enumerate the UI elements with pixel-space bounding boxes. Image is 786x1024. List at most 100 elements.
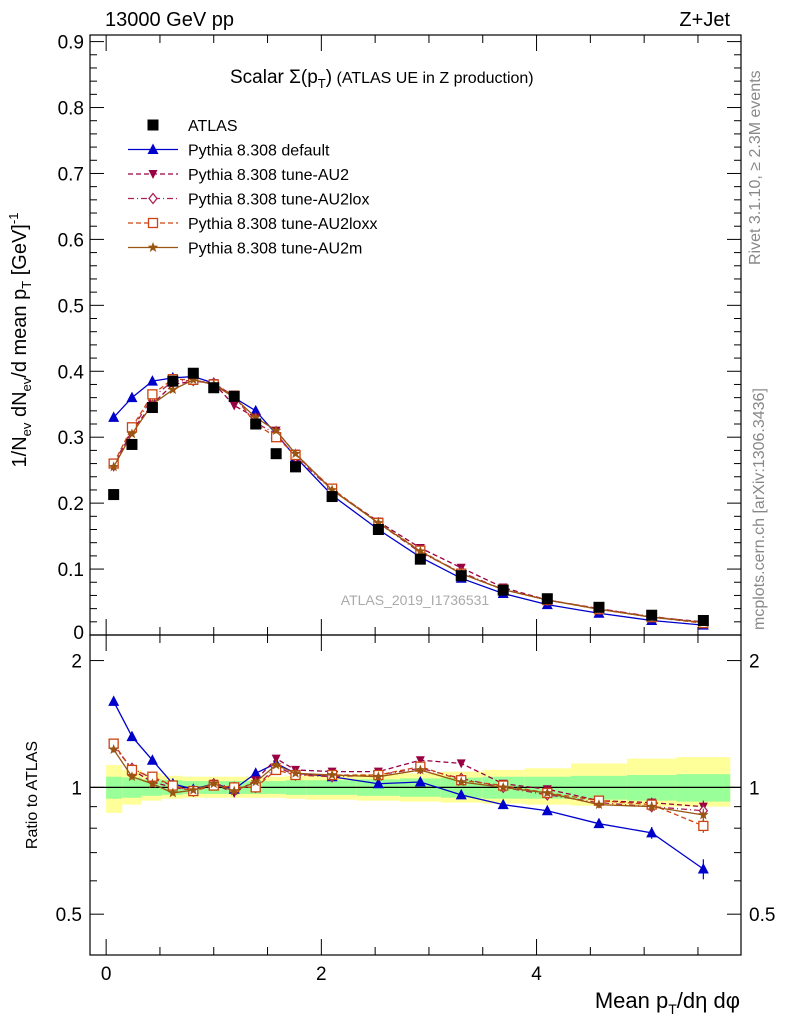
main-title: Scalar Σ(pT) (ATLAS UE in Z production)	[230, 67, 534, 91]
ratio-point-s2-13	[415, 756, 425, 766]
main-point-s1-8	[250, 404, 262, 416]
data-point-10	[290, 461, 302, 473]
mcplots-label: mcplots.cern.ch [arXiv:1306.3436]	[751, 388, 768, 630]
analysis-watermark: ATLAS_2019_I1736531	[341, 592, 490, 608]
xtick-label: 0	[101, 964, 112, 985]
ratio-point-s5-8	[250, 776, 261, 787]
data-point-4	[167, 375, 179, 387]
data-point-14	[455, 570, 467, 582]
legend-entry-2: Pythia 8.308 default	[128, 143, 330, 160]
legend-entry-5: Pythia 8.308 tune-AU2loxx	[128, 216, 377, 233]
main-series-line-4	[113, 378, 704, 624]
data-point-19	[697, 614, 709, 626]
energy-label: 13000 GeV pp	[105, 9, 234, 31]
ratio-point-s1-13	[414, 775, 426, 787]
ratio-ytick-label-right: 0.5	[749, 905, 775, 926]
main-point-s1-2	[126, 391, 138, 403]
data-point-5	[187, 367, 199, 379]
main-point-s2-7	[229, 401, 239, 411]
ratio-frame	[89, 634, 742, 956]
legend-entry-4: Pythia 8.308 tune-AU2lox	[128, 192, 369, 209]
main-ytick-label-zero: 0	[73, 623, 84, 644]
ratio-point-s1-17	[593, 817, 605, 829]
legend-entry-1: ATLAS	[147, 118, 238, 135]
ratio-point-s5-17	[593, 799, 605, 810]
legend-marker-4	[148, 192, 158, 205]
ratio-point-s5-14	[456, 776, 467, 787]
ratio-point-s5-6	[208, 778, 219, 789]
ratio-point-s5-12	[373, 771, 384, 782]
data-point-18	[646, 609, 658, 621]
legend-label: Pythia 8.308 tune-AU2loxx	[188, 216, 377, 233]
main-point-s1-1	[108, 411, 120, 422]
ratio-point-s5-10	[290, 767, 301, 778]
ratio-point-s4-19	[698, 820, 709, 832]
data-point-11	[326, 491, 338, 503]
main-point-s5-1	[108, 461, 119, 472]
ratio-point-s2-14	[456, 759, 466, 769]
data-point-3	[146, 402, 158, 414]
main-ytick-label: 0.4	[58, 362, 85, 383]
ratio-point-s5-9	[270, 759, 282, 770]
ratio-point-s1-15	[497, 798, 509, 810]
main-point-s5-12	[373, 517, 384, 528]
legend-label: Pythia 8.308 tune-AU2	[188, 167, 349, 184]
ratio-ytick-label: 0.5	[56, 905, 82, 926]
rivet-label: Rivet 3.1.10, ≥ 2.3M events	[747, 70, 764, 265]
ratio-point-s1-14	[455, 788, 467, 800]
main-point-s4-3	[147, 389, 158, 400]
main-point-s1-3	[146, 375, 158, 386]
data-point-6	[208, 382, 220, 394]
data-point-8	[250, 418, 262, 430]
main-ytick-label: 0.7	[58, 164, 84, 185]
legend-marker-1	[147, 119, 159, 131]
ratio-point-s1-2	[126, 730, 138, 742]
main-ytick-label: 0.1	[58, 560, 84, 581]
ratio-point-s5-2	[126, 771, 138, 782]
legend-marker-6	[147, 242, 159, 252]
main-point-s5-13	[415, 545, 426, 556]
ratio-point-s5-16	[542, 787, 553, 798]
xtick-label: 4	[531, 964, 542, 985]
main-ytick-label: 0.6	[58, 230, 84, 251]
main-ytick-label: 0.2	[58, 494, 84, 515]
main-point-s5-4	[167, 384, 179, 395]
ratio-point-s1-3	[146, 754, 158, 765]
data-point-12	[372, 524, 384, 536]
main-panel: ATLAS_2019_I1736531 0.1 0.2 0.3 0.4 0.5 0.6 0.…	[6, 33, 742, 644]
main-point-s5-10	[290, 448, 301, 459]
data-point-16	[541, 593, 553, 605]
process-label: Z+Jet	[679, 9, 730, 31]
ratio-point-s1-1	[108, 695, 120, 706]
ratio-point-s5-13	[415, 764, 426, 775]
main-series-line-5	[113, 379, 704, 624]
main-point-s5-8	[250, 411, 261, 422]
main-ytick-label: 0.5	[58, 296, 84, 317]
legend-entry-6: Pythia 8.308 tune-AU2m	[128, 241, 362, 258]
ratio-ylabel: Ratio to ATLAS	[24, 741, 41, 849]
ratio-point-s5-1	[108, 744, 119, 754]
legend-label: Pythia 8.308 default	[188, 143, 330, 160]
ratio-point-s5-7	[228, 785, 240, 796]
ratio-point-s5-3	[147, 778, 158, 789]
main-series-line-1	[113, 375, 704, 626]
ratio-ytick-label-right: 2	[749, 652, 760, 673]
legend-label: Pythia 8.308 tune-AU2m	[188, 241, 362, 258]
ratio-point-s5-15	[497, 781, 509, 792]
main-series-line-2	[113, 380, 704, 623]
ratio-point-s1-16	[541, 804, 553, 816]
main-point-s5-2	[126, 428, 138, 439]
ratio-ytick-label: 1	[71, 778, 82, 799]
ratio-point-s5-19	[698, 809, 709, 820]
ratio-point-s5-4	[167, 787, 179, 798]
data-point-13	[414, 553, 426, 565]
main-ytick-label: 0.9	[58, 33, 84, 54]
main-point-s5-9	[270, 425, 282, 436]
data-point-7	[228, 390, 240, 402]
ratio-point-s1-18	[646, 826, 658, 838]
data-point-9	[270, 448, 282, 460]
legend-entry-3: Pythia 8.308 tune-AU2	[128, 167, 349, 184]
legend-marker-2	[147, 143, 159, 154]
ratio-point-s1-19	[697, 863, 709, 874]
